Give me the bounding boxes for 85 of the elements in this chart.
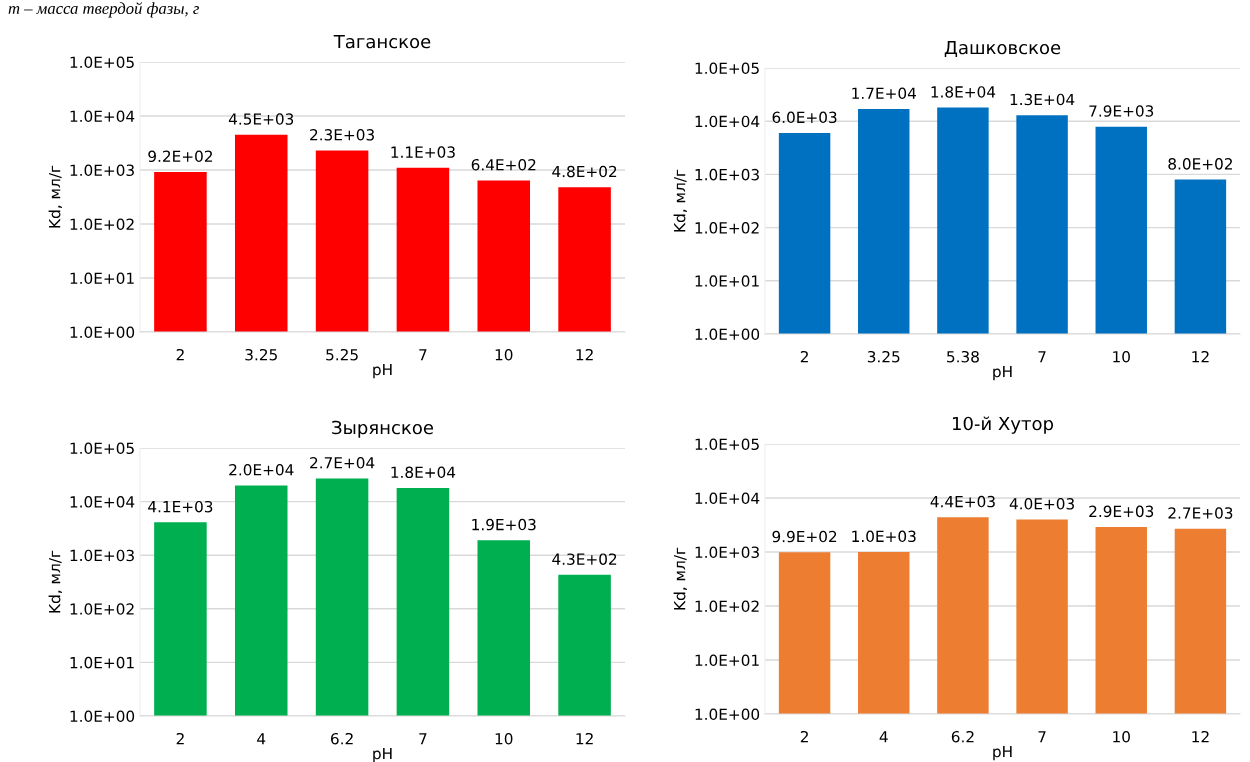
data-label: 1.3E+04 (1010, 93, 1075, 106)
x-axis-title: pH (373, 363, 392, 379)
chart-title: Таганское (333, 34, 431, 49)
x-tick-label: 10 (1113, 730, 1130, 743)
data-label: 1.8E+04 (931, 86, 996, 98)
data-label: 1.8E+04 (391, 466, 456, 479)
y-tick-label: 1.0E+04 (70, 496, 135, 508)
y-tick-label: 1.0E+02 (695, 600, 759, 613)
data-label: 1.7E+04 (852, 87, 916, 100)
x-tick-label: 6.2 (951, 730, 974, 743)
chart-title: Зырянское (332, 420, 434, 438)
data-label: 9.9E+02 (772, 530, 837, 543)
x-tick-label: 10 (1113, 350, 1130, 363)
data-label: 6.4E+02 (471, 159, 536, 171)
y-tick-label: 1.0E+05 (695, 62, 759, 75)
x-tick-label: 2 (800, 730, 808, 743)
x-tick-label: 7 (1038, 351, 1046, 363)
data-label: 2.7E+03 (1168, 507, 1233, 519)
data-label: 7.9E+03 (1089, 105, 1154, 117)
data-label: 4.0E+03 (1009, 498, 1074, 510)
data-label: 4.8E+02 (552, 165, 617, 178)
y-axis-title: Kd, мл/г (48, 550, 62, 613)
x-tick-label: 5.38 (947, 350, 979, 363)
x-tick-label: 2 (176, 348, 184, 361)
data-label: 1.9E+03 (472, 518, 536, 531)
data-label: 1.1E+03 (391, 146, 455, 158)
data-label: 4.3E+02 (552, 553, 617, 565)
x-tick-label: 4 (257, 733, 266, 745)
y-axis-title: Kd, мл/г (48, 165, 62, 228)
data-label: 4.5E+03 (228, 113, 294, 125)
data-label: 1.0E+03 (852, 530, 916, 543)
x-tick-label: 7 (419, 349, 427, 361)
x-tick-label: 2 (176, 732, 184, 745)
y-tick-label: 1.0E+00 (70, 326, 135, 339)
y-tick-label: 1.0E+02 (695, 222, 759, 234)
y-tick-label: 1.0E+03 (695, 168, 759, 181)
data-label: 2.3E+03 (310, 129, 374, 141)
text: m – масса твердой фазы, г (8, 2, 199, 18)
data-label: 4.1E+03 (148, 500, 213, 513)
y-tick-label: 1.0E+00 (695, 328, 760, 341)
data-label: 4.4E+03 (930, 495, 995, 508)
y-tick-label: 1.0E+03 (70, 549, 134, 562)
y-tick-label: 1.0E+00 (70, 710, 135, 723)
y-tick-label: 1.0E+03 (695, 546, 759, 559)
x-axis-title: pH (373, 747, 392, 762)
x-tick-label: 7 (419, 733, 427, 745)
chart-title: Дашковское (944, 40, 1061, 57)
y-axis-title: Kd, мл/г (673, 169, 687, 232)
y-tick-label: 1.0E+04 (70, 110, 135, 123)
x-tick-label: 12 (576, 348, 593, 361)
y-tick-label: 1.0E+05 (695, 438, 759, 451)
x-tick-label: 4 (879, 731, 888, 743)
y-tick-label: 1.0E+02 (70, 218, 134, 231)
y-tick-label: 1.0E+01 (70, 272, 134, 285)
data-label: 8.0E+02 (1168, 158, 1232, 170)
y-tick-label: 1.0E+01 (695, 654, 759, 667)
data-label: 6.0E+03 (772, 111, 837, 124)
x-tick-label: 12 (576, 732, 593, 745)
y-tick-label: 1.0E+04 (695, 492, 760, 505)
x-tick-label: 5.25 (326, 348, 358, 361)
data-label: 9.2E+02 (148, 150, 212, 163)
y-tick-label: 1.0E+01 (70, 656, 134, 669)
x-tick-label: 10 (495, 348, 513, 361)
data-label: 2.7E+04 (310, 457, 375, 469)
data-label: 2.0E+04 (229, 464, 294, 476)
y-tick-label: 1.0E+00 (695, 708, 760, 721)
x-tick-label: 3.25 (867, 350, 900, 363)
y-tick-label: 1.0E+02 (70, 603, 134, 615)
y-axis-title: Kd, мл/г (673, 547, 687, 610)
data-label: 2.9E+03 (1089, 505, 1154, 518)
y-tick-label: 1.0E+04 (695, 115, 760, 128)
y-tick-label: 1.0E+03 (70, 164, 134, 177)
x-tick-label: 2 (800, 350, 808, 363)
x-tick-label: 12 (1192, 730, 1209, 743)
x-tick-label: 10 (495, 732, 513, 745)
x-tick-label: 3.25 (245, 348, 277, 361)
chart-title: 10-й Хутор (952, 416, 1054, 434)
y-tick-label: 1.0E+01 (695, 275, 759, 287)
x-axis-title: pH (993, 365, 1012, 381)
x-tick-label: 12 (1192, 350, 1209, 363)
x-tick-label: 7 (1038, 731, 1046, 743)
y-tick-label: 1.0E+05 (70, 442, 134, 455)
x-axis-title: pH (993, 745, 1012, 761)
x-tick-label: 6.2 (331, 732, 353, 745)
y-tick-label: 1.0E+05 (70, 56, 134, 69)
